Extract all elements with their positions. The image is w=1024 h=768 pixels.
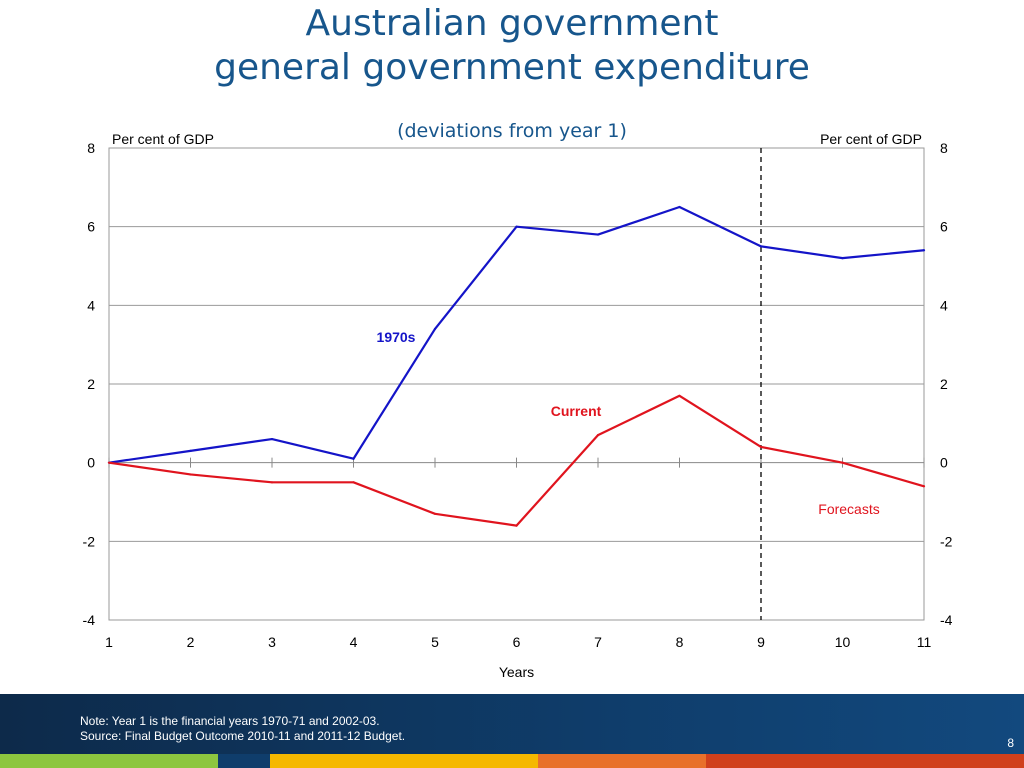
stripe-red [706,754,1024,768]
x-tick-label: 6 [513,634,521,650]
data-point-1970s [759,245,763,248]
x-tick-label: 8 [676,634,684,650]
y-tick-label-right: 2 [940,376,948,392]
forecast-label: Forecasts [818,501,879,517]
data-point-1970s [678,205,681,209]
data-point-current [433,512,437,515]
x-tick-label: 10 [835,634,851,650]
plot-border [108,147,925,621]
chart-subtitle: (deviations from year 1) [397,120,627,142]
data-point-current [678,394,681,397]
y-tick-label-left: -2 [83,533,96,549]
data-point-current [107,461,111,464]
y-tick-label-left: -4 [83,612,96,628]
series-line-1970s [108,205,925,464]
series-label-current: Current [551,403,602,419]
data-point-current [515,524,518,527]
x-tick-label: 3 [268,634,276,650]
data-point-current [189,473,192,476]
y-tick-label-left: 6 [87,219,95,235]
y-tick-label-right: 4 [940,297,948,313]
x-tick-label: 4 [350,634,358,650]
y-tick-label-left: 0 [87,455,95,471]
data-point-current [922,485,926,488]
data-point-current [596,434,600,437]
data-point-1970s [433,327,437,331]
stripe-orange [538,754,706,768]
stripe-yellow [270,754,538,768]
data-point-current [352,481,355,484]
y-tick-label-left: 8 [87,140,95,156]
data-point-1970s [189,449,192,452]
y-axis-label-left: Per cent of GDP [112,131,214,147]
note-line-2: Source: Final Budget Outcome 2010-11 and… [80,729,406,743]
data-point-1970s [922,249,926,252]
data-point-1970s [841,257,844,260]
x-tick-label: 7 [594,634,602,650]
y-tick-label-right: 8 [940,140,948,156]
slide-title: Australian government general government… [0,2,1024,90]
data-point-1970s [352,457,355,460]
data-point-current [270,481,274,484]
title-line-2: general government expenditure [214,47,810,88]
data-point-1970s [515,225,518,228]
data-point-current [841,461,844,464]
title-line-1: Australian government [305,3,719,44]
y-tick-label-left: 2 [87,376,95,392]
data-point-current [759,445,763,449]
y-tick-label-right: -2 [940,533,953,549]
data-point-1970s [270,437,274,441]
note-line-1: Note: Year 1 is the financial years 1970… [80,714,380,728]
color-stripe-bar [0,754,1024,768]
y-tick-label-left: 4 [87,297,95,313]
series-label-1970s: 1970s [377,329,416,345]
footer-bar: Note: Year 1 is the financial years 1970… [0,694,1024,754]
data-point-1970s [596,233,600,236]
page-number: 8 [1007,736,1014,750]
x-tick-label: 1 [105,634,113,650]
line-chart: -4 -4 -2 -2 0 0 2 2 4 4 6 6 8 8 1 2 3 4 5 6 7 8 9 10 11 Per cent … [83,131,953,680]
stripe-blue [218,754,270,768]
footer-note: Note: Year 1 is the financial years 1970… [80,714,405,744]
y-tick-label-right: -4 [940,612,953,628]
stripe-green [0,754,218,768]
x-tick-label: 2 [187,634,195,650]
y-tick-label-right: 0 [940,455,948,471]
x-tick-label: 9 [757,634,765,650]
y-tick-label-right: 6 [940,219,948,235]
x-axis-label: Years [499,664,534,680]
x-tick-label: 11 [917,634,932,650]
x-tick-label: 5 [431,634,439,650]
y-axis-label-right: Per cent of GDP [820,131,922,147]
